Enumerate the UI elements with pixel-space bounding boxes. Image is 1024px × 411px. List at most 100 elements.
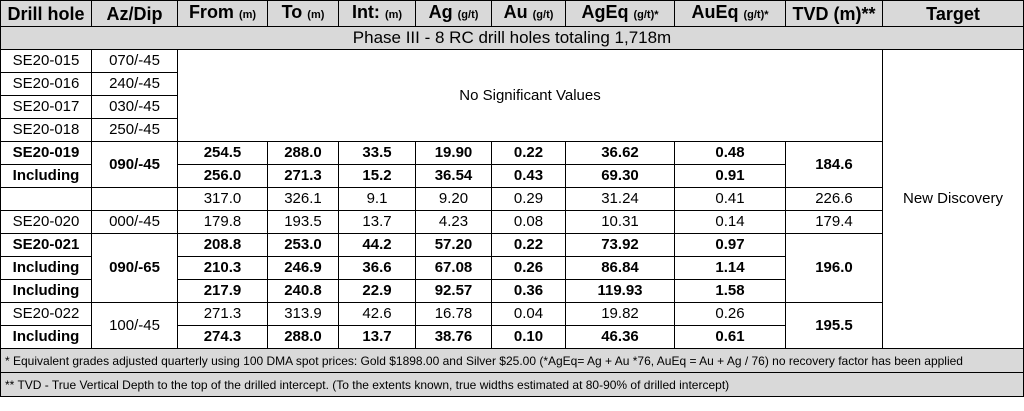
cell-au: 0.08 [491, 210, 566, 234]
cell-tvd: 226.6 [785, 187, 883, 211]
col-au: Au (g/t) [491, 0, 566, 27]
cell-int: 9.1 [338, 187, 416, 211]
cell-ag: 19.90 [415, 141, 492, 165]
cell-hole: Including [0, 164, 92, 188]
header-row: Drill hole Az/Dip From (m) To (m) Int: (… [0, 0, 1024, 27]
cell-tvd: 195.5 [785, 302, 883, 349]
cell-hole: Including [0, 256, 92, 280]
table-row: Including 274.3 288.0 13.7 38.76 0.10 46… [0, 325, 1024, 349]
cell-au: 0.22 [491, 233, 566, 257]
cell-aueq: 0.48 [674, 141, 786, 165]
cell-au: 0.04 [491, 302, 566, 326]
phase-title: Phase III - 8 RC drill holes totaling 1,… [0, 26, 1024, 50]
cell-ag: 9.20 [415, 187, 492, 211]
footnote-equivalent-grades: * Equivalent grades adjusted quarterly u… [0, 348, 1024, 373]
cell-to: 193.5 [267, 210, 339, 234]
cell-azdip: 070/-45 [91, 49, 178, 73]
cell-ag: 57.20 [415, 233, 492, 257]
col-ageq: AgEq (g/t)* [565, 0, 675, 27]
col-tvd: TVD (m)** [785, 0, 883, 27]
col-aueq: AuEq (g/t)* [674, 0, 786, 27]
table-row: SE20-020 000/-45 179.8 193.5 13.7 4.23 0… [0, 210, 1024, 234]
table-row: Including 256.0 271.3 15.2 36.54 0.43 69… [0, 164, 1024, 188]
cell-to: 288.0 [267, 325, 339, 349]
table-row: SE20-016 240/-45 [0, 72, 1024, 96]
col-target: Target [882, 0, 1024, 27]
cell-aueq: 1.58 [674, 279, 786, 303]
cell-int: 22.9 [338, 279, 416, 303]
cell-ageq: 31.24 [565, 187, 675, 211]
cell-ageq: 86.84 [565, 256, 675, 280]
cell-from: 254.5 [177, 141, 268, 165]
cell-au: 0.10 [491, 325, 566, 349]
cell-ageq: 10.31 [565, 210, 675, 234]
table-row: SE20-019 090/-45 254.5 288.0 33.5 19.90 … [0, 141, 1024, 188]
cell-au: 0.29 [491, 187, 566, 211]
cell-azdip: 250/-45 [91, 118, 178, 142]
table-row: SE20-018 250/-45 [0, 118, 1024, 142]
cell-aueq: 0.61 [674, 325, 786, 349]
cell-hole: SE20-019 [0, 141, 92, 165]
cell-tvd: 196.0 [785, 233, 883, 303]
footnote-tvd: ** TVD - True Vertical Depth to the top … [0, 372, 1024, 397]
cell-au: 0.22 [491, 141, 566, 165]
cell-aueq: 0.97 [674, 233, 786, 257]
cell-from: 256.0 [177, 164, 268, 188]
phase-row: Phase III - 8 RC drill holes totaling 1,… [0, 26, 1024, 50]
col-ag: Ag (g/t) [415, 0, 492, 27]
drill-results-table: Drill hole Az/Dip From (m) To (m) Int: (… [0, 0, 1024, 397]
cell-aueq: 0.26 [674, 302, 786, 326]
cell-to: 271.3 [267, 164, 339, 188]
cell-ag: 38.76 [415, 325, 492, 349]
cell-au: 0.26 [491, 256, 566, 280]
cell-azdip: 240/-45 [91, 72, 178, 96]
cell-azdip: 090/-65 [91, 233, 178, 303]
cell-hole [0, 187, 92, 211]
cell-from: 210.3 [177, 256, 268, 280]
table-row: SE20-017 030/-45 [0, 95, 1024, 119]
footnote-row: * Equivalent grades adjusted quarterly u… [0, 348, 1024, 373]
cell-aueq: 1.14 [674, 256, 786, 280]
cell-ag: 92.57 [415, 279, 492, 303]
cell-aueq: 0.41 [674, 187, 786, 211]
cell-ageq: 19.82 [565, 302, 675, 326]
cell-azdip: 100/-45 [91, 302, 178, 349]
col-drill-hole: Drill hole [0, 0, 92, 27]
cell-aueq: 0.14 [674, 210, 786, 234]
table-row: SE20-015 070/-45 No Significant Values N… [0, 49, 1024, 349]
cell-ageq: 46.36 [565, 325, 675, 349]
cell-tvd: 184.6 [785, 141, 883, 188]
table-row: Including 210.3 246.9 36.6 67.08 0.26 86… [0, 256, 1024, 280]
cell-to: 253.0 [267, 233, 339, 257]
cell-from: 317.0 [177, 187, 268, 211]
cell-ageq: 119.93 [565, 279, 675, 303]
no-significant-values: No Significant Values [177, 49, 883, 142]
cell-au: 0.36 [491, 279, 566, 303]
cell-to: 240.8 [267, 279, 339, 303]
cell-ag: 4.23 [415, 210, 492, 234]
footnote-row: ** TVD - True Vertical Depth to the top … [0, 372, 1024, 397]
cell-ag: 67.08 [415, 256, 492, 280]
cell-from: 179.8 [177, 210, 268, 234]
cell-ageq: 36.62 [565, 141, 675, 165]
cell-ag: 16.78 [415, 302, 492, 326]
cell-int: 42.6 [338, 302, 416, 326]
cell-int: 36.6 [338, 256, 416, 280]
cell-from: 271.3 [177, 302, 268, 326]
cell-int: 44.2 [338, 233, 416, 257]
cell-from: 217.9 [177, 279, 268, 303]
cell-to: 326.1 [267, 187, 339, 211]
col-az-dip: Az/Dip [91, 0, 178, 27]
cell-to: 246.9 [267, 256, 339, 280]
cell-hole: Including [0, 279, 92, 303]
cell-int: 33.5 [338, 141, 416, 165]
cell-hole: SE20-018 [0, 118, 92, 142]
cell-hole: Including [0, 325, 92, 349]
cell-ag: 36.54 [415, 164, 492, 188]
col-to: To (m) [267, 0, 339, 27]
table-row: SE20-022 100/-45 271.3 313.9 42.6 16.78 … [0, 302, 1024, 349]
cell-to: 288.0 [267, 141, 339, 165]
cell-to: 313.9 [267, 302, 339, 326]
table-row: Including 217.9 240.8 22.9 92.57 0.36 11… [0, 279, 1024, 303]
cell-azdip [91, 187, 178, 211]
